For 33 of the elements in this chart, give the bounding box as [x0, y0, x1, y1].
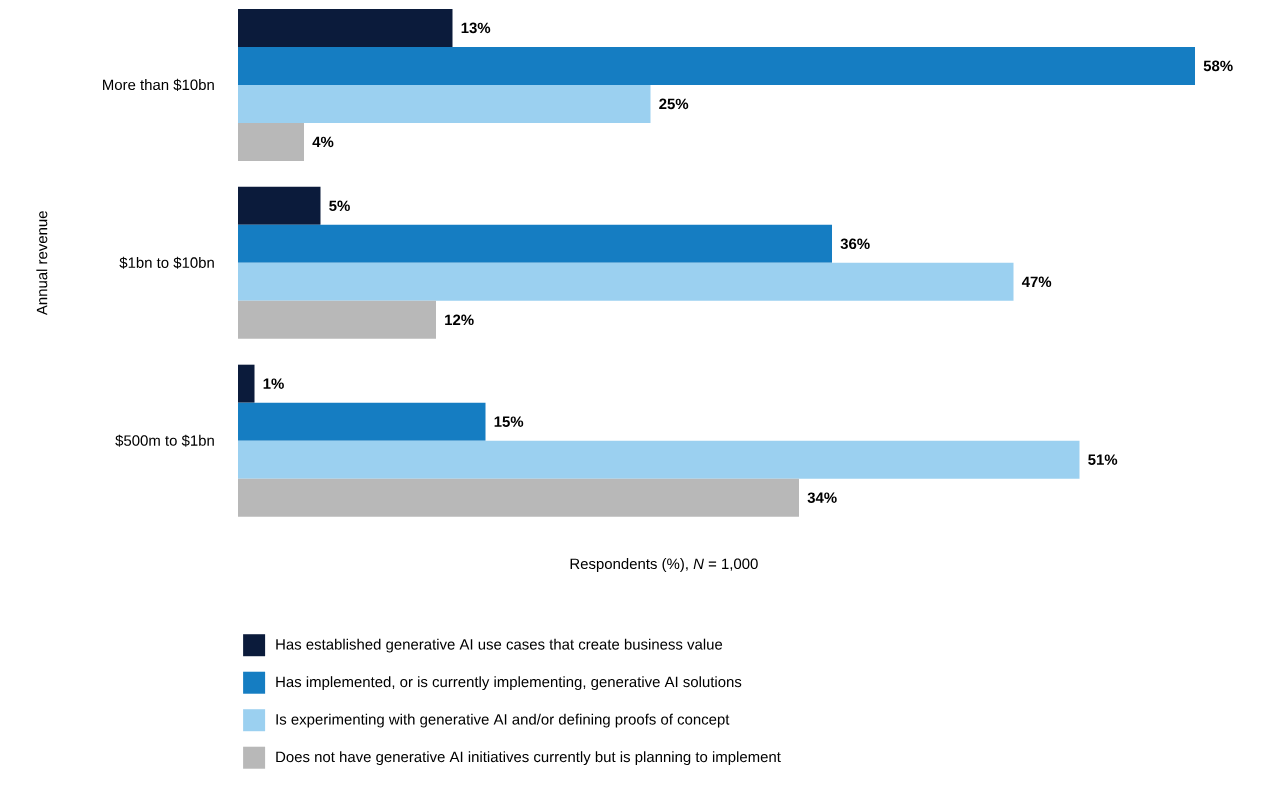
data-label: 15%: [494, 416, 524, 427]
data-label: 58%: [1203, 60, 1233, 72]
data-label: 47%: [1021, 276, 1052, 288]
data-label: 25%: [659, 98, 689, 110]
bar: [238, 300, 437, 339]
bar: [238, 364, 255, 403]
bar: [238, 122, 305, 161]
legend-label: Does not have generative AI initiatives currently but is planning to implement: [276, 751, 781, 766]
legend-label: Is experimenting with generative AI and/or defining proofs of concept: [276, 713, 730, 728]
bar: [238, 186, 321, 225]
data-label: 4%: [312, 136, 334, 148]
y-tick-label: $1bn to $10bn: [119, 256, 214, 269]
data-label: 13%: [461, 22, 491, 34]
legend-label: Has implemented, or is currently implementing, generative AI solutions: [276, 676, 742, 691]
data-label: 34%: [807, 492, 837, 503]
data-label: 36%: [840, 238, 870, 250]
bar: [238, 478, 800, 517]
y-tick-label: $500m to $1bn: [115, 434, 214, 447]
bar: [238, 84, 651, 123]
y-tick-label: More than $10bn: [103, 78, 214, 91]
bar: [238, 224, 833, 263]
data-label: 51%: [1088, 454, 1118, 465]
bar: [238, 262, 1014, 301]
bar: [238, 46, 1195, 85]
bar: [238, 440, 1080, 479]
data-label: 12%: [445, 314, 474, 326]
x-axis-title: Respondents (%), N = 1,000: [570, 558, 758, 573]
bar: [238, 402, 486, 441]
data-label: 1%: [263, 378, 284, 389]
legend-label: Has established generative AI use cases that create business value: [276, 638, 723, 653]
y-axis-title: Annual revenue: [36, 211, 48, 316]
data-label: 5%: [329, 200, 350, 212]
bar: [238, 8, 453, 47]
